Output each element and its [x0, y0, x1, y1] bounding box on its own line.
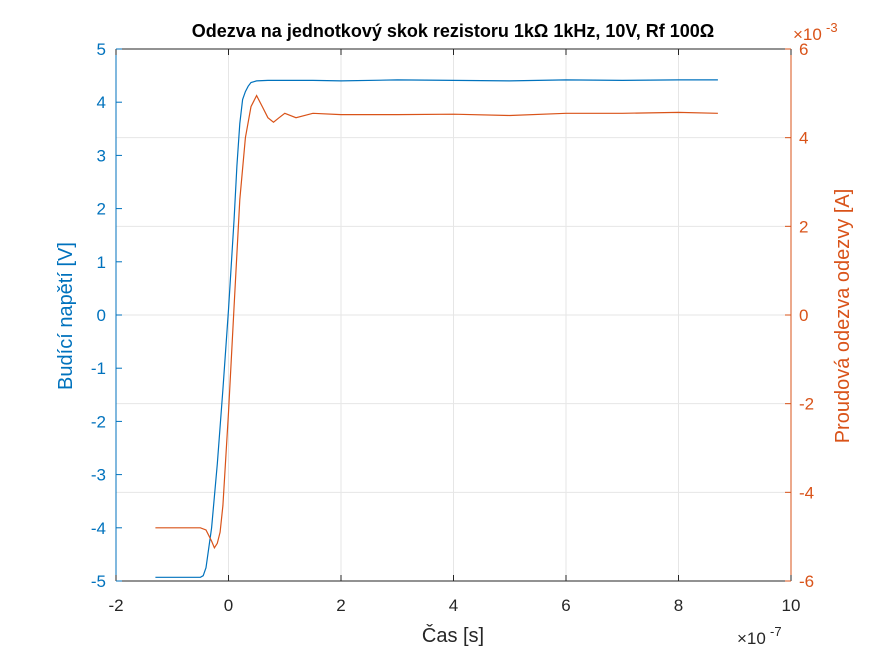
x-exponent-base: ×10 — [737, 629, 766, 648]
y-right-tick-label: -6 — [799, 572, 814, 591]
series-line-left — [155, 79, 718, 578]
y-left-tick-label: 2 — [97, 200, 106, 219]
y-left-tick-label: -2 — [91, 412, 106, 431]
x-tick-label: 4 — [449, 596, 458, 615]
series-layer — [155, 79, 718, 578]
x-axis-label: Čas [s] — [422, 624, 484, 647]
y-right-tick-label: 6 — [799, 40, 808, 59]
x-tick-label: 10 — [782, 596, 801, 615]
y-right-tick-label: -2 — [799, 395, 814, 414]
x-exponent-label: ×10 -7 — [737, 624, 782, 648]
y-right-tick-label: 2 — [799, 217, 808, 236]
y-right-exponent-base: ×10 — [793, 25, 822, 44]
y-left-tick-label: -1 — [91, 359, 106, 378]
x-tick-label: 2 — [336, 596, 345, 615]
y-left-tick-label: -4 — [91, 519, 106, 538]
tick-labels: -2 0 2 4 6 8 10 -5 -4 -3 -2 -1 0 1 2 3 4 5 -6 -4 -2 0 2 4 6 — [91, 40, 814, 615]
y-left-tick-label: 5 — [97, 40, 106, 59]
y-left-tick-label: 0 — [97, 306, 106, 325]
y-right-axis-label: Proudová odezva odezvy [A] — [832, 189, 854, 444]
y-left-tick-label: 3 — [97, 146, 106, 165]
grid — [116, 49, 791, 581]
x-tick-label: -2 — [108, 596, 123, 615]
x-tick-label: 0 — [224, 596, 233, 615]
y-left-tick-label: -3 — [91, 466, 106, 485]
x-tick-label: 6 — [561, 596, 570, 615]
y-left-tick-label: 1 — [97, 253, 106, 272]
y-left-tick-label: -5 — [91, 572, 106, 591]
chart-title: Odezva na jednotkový skok rezistoru 1kΩ … — [192, 21, 714, 41]
series-line-right — [155, 94, 718, 550]
x-exponent-power: -7 — [770, 624, 782, 639]
x-tick-label: 8 — [674, 596, 683, 615]
y-left-axis-label: Budící napětí [V] — [55, 242, 77, 390]
y-left-tick-label: 4 — [97, 93, 106, 112]
y-right-exponent-label: ×10 -3 — [793, 20, 838, 44]
y-right-tick-label: 0 — [799, 306, 808, 325]
y-right-exponent-power: -3 — [826, 20, 838, 35]
y-right-tick-label: 4 — [799, 129, 808, 148]
axes — [115, 48, 792, 582]
y-right-tick-label: -4 — [799, 483, 814, 502]
